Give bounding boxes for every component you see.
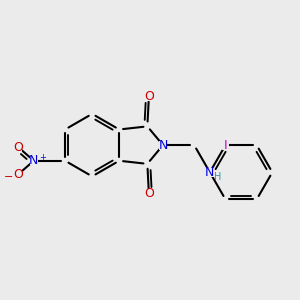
Text: H: H: [214, 172, 221, 182]
FancyBboxPatch shape: [30, 156, 38, 165]
Text: O: O: [13, 168, 23, 181]
Text: N: N: [205, 166, 214, 179]
Text: +: +: [39, 153, 46, 162]
FancyBboxPatch shape: [145, 92, 153, 101]
FancyBboxPatch shape: [145, 189, 153, 198]
Text: N: N: [158, 139, 168, 152]
Text: I: I: [224, 139, 227, 152]
Text: −: −: [4, 172, 13, 182]
FancyBboxPatch shape: [14, 170, 22, 179]
FancyBboxPatch shape: [14, 142, 22, 152]
FancyBboxPatch shape: [159, 141, 167, 150]
FancyBboxPatch shape: [222, 141, 229, 150]
Text: O: O: [144, 90, 154, 103]
Text: O: O: [13, 141, 23, 154]
FancyBboxPatch shape: [206, 168, 214, 177]
Text: N: N: [29, 154, 38, 167]
Text: O: O: [144, 187, 154, 200]
